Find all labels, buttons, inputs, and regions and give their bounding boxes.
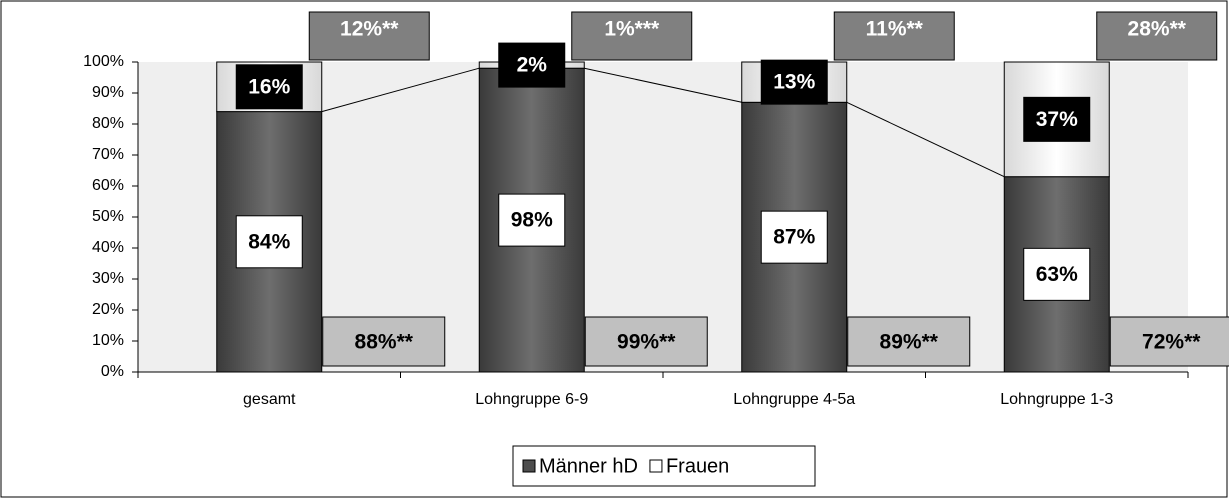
annotation-box <box>571 11 693 61</box>
series-line <box>584 67 742 103</box>
value-label: 2% <box>517 54 548 77</box>
annotation: 11%** <box>866 18 924 41</box>
value-label-box <box>498 193 566 247</box>
y-tick-label: 10% <box>92 332 124 349</box>
x-tick-label: gesamt <box>243 391 296 408</box>
y-tick-label: 0% <box>101 363 124 380</box>
value-label-box <box>1023 247 1091 301</box>
value-label: 63% <box>1036 263 1078 286</box>
annotation: 89%** <box>880 331 939 354</box>
x-tick-label: Lohngruppe 6-9 <box>475 391 588 408</box>
x-tick-label: Lohngruppe 4-5a <box>733 391 855 408</box>
value-label-box <box>235 64 303 110</box>
value-label-box <box>235 215 303 269</box>
annotation: 1%*** <box>604 18 660 41</box>
y-tick-label: 100% <box>83 53 124 70</box>
value-label: 87% <box>773 226 815 249</box>
y-tick-label: 70% <box>92 146 124 163</box>
legend-label: Frauen <box>666 455 729 477</box>
annotation-box <box>584 316 708 367</box>
annotation-box <box>833 11 955 61</box>
annotation-box <box>847 316 971 367</box>
value-label: 37% <box>1036 108 1078 131</box>
annotation-box <box>308 11 430 61</box>
annotation: 12%** <box>340 18 399 41</box>
annotation: 88%** <box>355 331 414 354</box>
annotation-box <box>1096 11 1218 61</box>
annotation: 28%** <box>1128 18 1187 41</box>
value-label: 16% <box>248 75 290 98</box>
value-label-box <box>498 42 566 88</box>
legend-swatch <box>522 459 536 473</box>
value-label: 98% <box>511 209 553 232</box>
legend-label: Männer hD <box>539 455 638 477</box>
series-line <box>846 101 1005 178</box>
value-label: 13% <box>773 71 815 94</box>
y-tick-label: 40% <box>92 239 124 256</box>
y-tick-label: 50% <box>92 208 124 225</box>
value-label-box <box>1023 96 1091 142</box>
annotation: 72%** <box>1142 331 1201 354</box>
value-label-box <box>760 210 828 264</box>
y-tick-label: 60% <box>92 177 124 194</box>
value-label: 84% <box>248 230 290 253</box>
annotation: 99%** <box>617 331 676 354</box>
value-label-box <box>760 59 828 105</box>
annotation-box <box>1109 316 1229 367</box>
y-tick-label: 20% <box>92 301 124 318</box>
y-tick-label: 90% <box>92 84 124 101</box>
series-line <box>321 67 480 113</box>
y-tick-label: 30% <box>92 270 124 287</box>
x-tick-label: Lohngruppe 1-3 <box>1000 391 1113 408</box>
legend-box <box>512 445 816 487</box>
y-tick-label: 80% <box>92 115 124 132</box>
legend-swatch <box>649 459 663 473</box>
annotation-box <box>322 316 446 367</box>
